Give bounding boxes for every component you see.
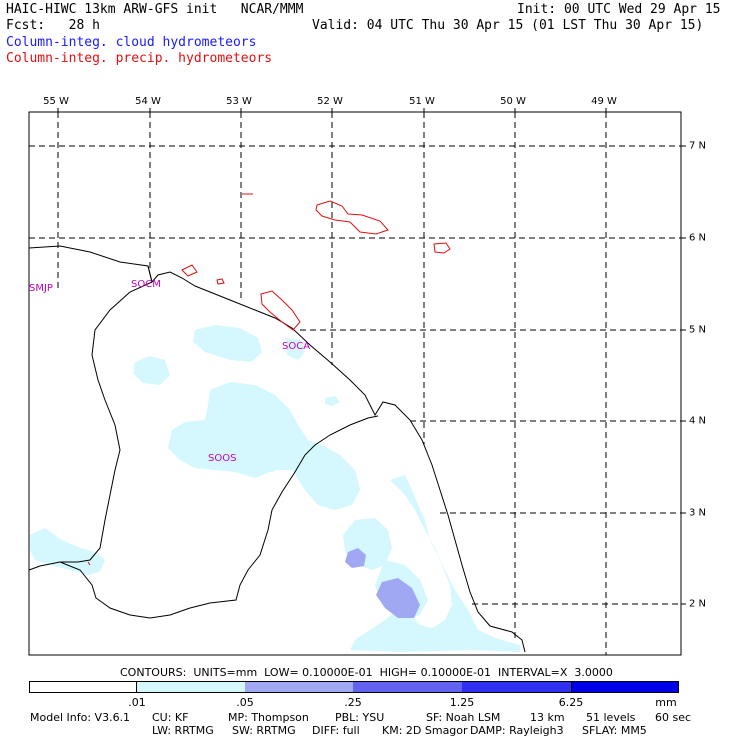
lat-label-7n: 7 N (689, 140, 707, 152)
lon-label-51w: 51 W (409, 96, 435, 107)
model-sf: SF: Noah LSM (426, 711, 501, 724)
model-diff: DIFF: full (312, 724, 360, 737)
lat-label-6n: 6 N (689, 232, 707, 244)
colorbar-label-1: .05 (236, 696, 254, 709)
model-sflay: SFLAY: MM5 (582, 724, 647, 737)
model-version: Model Info: V3.6.1 (30, 711, 131, 724)
lat-label-4n: 4 N (689, 415, 707, 427)
lon-label-52w: 52 W (317, 96, 343, 107)
lat-label-5n: 5 N (689, 324, 707, 336)
lat-label-2n: 2 N (689, 598, 707, 610)
lat-label-3n: 3 N (689, 507, 707, 519)
legend-precip: Column-integ. precip. hydrometeors (6, 51, 273, 66)
colorbar-level-5 (571, 681, 679, 693)
model-cu: CU: KF (152, 711, 189, 724)
lon-label-55w: 55 W (43, 96, 69, 107)
station-soca: SOCA (282, 341, 311, 352)
colorbar-level-2 (245, 681, 353, 693)
station-socm: SOCM (131, 279, 161, 290)
colorbar-label-3: 1.25 (449, 696, 475, 709)
colorbar-level-1 (137, 681, 245, 693)
station-soos: SOOS (208, 453, 237, 464)
legend-cloud: Column-integ. cloud hydrometeors (6, 35, 257, 50)
tick-marks (57, 108, 686, 605)
colorbar-level-4 (462, 681, 571, 693)
station-smjp: SMJP (29, 283, 53, 294)
model-sw: SW: RRTMG (232, 724, 296, 737)
lat-lon-grid (29, 112, 681, 655)
lon-label-53w: 53 W (226, 96, 252, 107)
plot-title: HAIC-HIWC 13km ARW-GFS init NCAR/MMM (6, 2, 304, 17)
model-resolution: 13 km (530, 711, 565, 724)
model-levels: 51 levels (586, 711, 636, 724)
model-timestep: 60 sec (655, 711, 692, 724)
cloud-shading-2 (345, 548, 420, 618)
lon-label-54w: 54 W (135, 96, 161, 107)
colorbar-level-3 (353, 681, 462, 693)
colorbar-label-4: 6.25 (558, 696, 584, 709)
precip-contours (87, 193, 451, 566)
model-mp: MP: Thompson (228, 711, 309, 724)
colorbar-label-2: .25 (344, 696, 362, 709)
contour-info: CONTOURS: UNITS=mm LOW= 0.10000E-01 HIGH… (120, 666, 613, 679)
init-time: Init: 00 UTC Wed 29 Apr 15 (517, 2, 721, 17)
lon-label-50w: 50 W (500, 96, 526, 107)
valid-time: Valid: 04 UTC Thu 30 Apr 15 (01 LST Thu … (312, 18, 704, 33)
colorbar-label-0: .01 (128, 696, 146, 709)
model-pbl: PBL: YSU (335, 711, 385, 724)
colorbar-units: mm (655, 696, 677, 709)
model-km: KM: 2D Smagor (382, 724, 468, 737)
model-damp: DAMP: Rayleigh3 (470, 724, 564, 737)
lon-label-49w: 49 W (591, 96, 617, 107)
coastline (28, 245, 526, 653)
model-lw: LW: RRTMG (152, 724, 214, 737)
forecast-hour: Fcst: 28 h (6, 18, 100, 33)
